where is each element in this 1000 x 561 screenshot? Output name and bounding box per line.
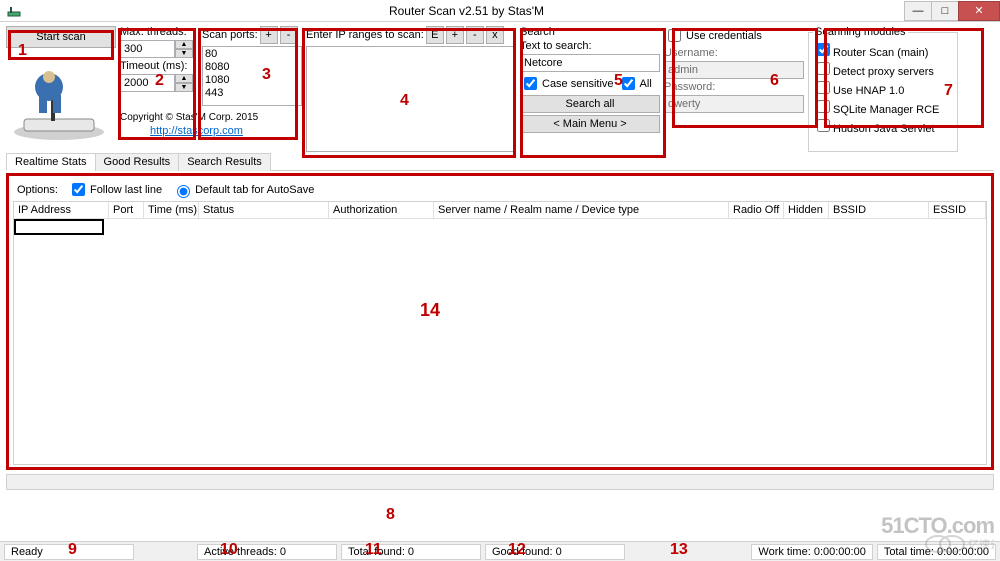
- progress-bar[interactable]: [6, 474, 994, 490]
- password-label: Password:: [664, 81, 804, 93]
- tab-search[interactable]: Search Results: [178, 153, 271, 171]
- col-auth[interactable]: Authorization: [329, 202, 434, 218]
- window-title: Router Scan v2.51 by Stas'M: [28, 4, 905, 18]
- copyright-text: Copyright © Stas'M Corp. 2015: [120, 112, 198, 123]
- col-essid[interactable]: ESSID: [929, 202, 986, 218]
- start-scan-button[interactable]: Start scan: [6, 26, 116, 48]
- search-input[interactable]: [520, 54, 660, 72]
- status-totaltime: Total time: 0:00:00:00: [877, 544, 996, 560]
- threads-up[interactable]: ▲: [175, 40, 193, 49]
- col-port[interactable]: Port: [109, 202, 144, 218]
- search-title: Search: [520, 26, 660, 38]
- tab-realtime[interactable]: Realtime Stats: [6, 153, 96, 171]
- module-router-scan[interactable]: Router Scan (main): [813, 40, 953, 59]
- status-bar: Ready Active threads: 0 Total found: 0 G…: [0, 541, 1000, 561]
- ip-add-button[interactable]: +: [446, 26, 464, 44]
- app-icon: [4, 1, 24, 21]
- status-worktime: Work time: 0:00:00:00: [751, 544, 872, 560]
- follow-last-line-checkbox[interactable]: Follow last line: [68, 180, 162, 199]
- username-input: [664, 61, 804, 79]
- col-status[interactable]: Status: [199, 202, 329, 218]
- timeout-input[interactable]: [120, 74, 175, 92]
- use-credentials-checkbox[interactable]: Use credentials: [664, 26, 804, 45]
- title-bar: Router Scan v2.51 by Stas'M — □ ✕: [0, 0, 1000, 22]
- max-threads-input[interactable]: [120, 40, 175, 58]
- scanning-modules-group: Scanning modules Router Scan (main) Dete…: [808, 26, 958, 152]
- module-hnap[interactable]: Use HNAP 1.0: [813, 78, 953, 97]
- grid-header: IP Address Port Time (ms) Status Authori…: [14, 202, 986, 219]
- router-image: [6, 52, 111, 142]
- threads-down[interactable]: ▼: [175, 49, 193, 58]
- status-threads: Active threads: 0: [197, 544, 337, 560]
- default-tab-autosave-radio[interactable]: Default tab for AutoSave: [172, 182, 314, 198]
- search-all-button[interactable]: Search all: [520, 95, 660, 113]
- col-server[interactable]: Server name / Realm name / Device type: [434, 202, 729, 218]
- module-hudson[interactable]: Hudson Java Servlet: [813, 116, 953, 135]
- module-detect-proxy[interactable]: Detect proxy servers: [813, 59, 953, 78]
- timeout-down[interactable]: ▼: [175, 83, 193, 92]
- col-radio[interactable]: Radio Off: [729, 202, 784, 218]
- ports-list[interactable]: 80 8080 1080 443: [202, 46, 302, 106]
- minimize-button[interactable]: —: [904, 1, 932, 21]
- username-label: Username:: [664, 47, 804, 59]
- watermark-51cto: 51CTO.com: [881, 513, 994, 539]
- status-ready: Ready: [4, 544, 134, 560]
- ip-remove-button[interactable]: -: [466, 26, 484, 44]
- ip-ranges-label: Enter IP ranges to scan:: [306, 29, 424, 41]
- max-threads-label: Max. threads:: [120, 26, 198, 38]
- grid-body[interactable]: [14, 219, 986, 464]
- scan-ports-label: Scan ports:: [202, 29, 258, 41]
- website-link[interactable]: http://stascorp.com: [150, 125, 198, 137]
- col-time[interactable]: Time (ms): [144, 202, 199, 218]
- tab-good[interactable]: Good Results: [95, 153, 180, 171]
- ip-e-button[interactable]: E: [426, 26, 444, 44]
- search-text-label: Text to search:: [520, 40, 660, 52]
- timeout-label: Timeout (ms):: [120, 60, 198, 72]
- result-tabs: Realtime Stats Good Results Search Resul…: [6, 152, 994, 171]
- results-grid[interactable]: IP Address Port Time (ms) Status Authori…: [13, 201, 987, 465]
- col-hidden[interactable]: Hidden: [784, 202, 829, 218]
- ip-clear-button[interactable]: x: [486, 26, 504, 44]
- password-input: [664, 95, 804, 113]
- scanning-modules-title: Scanning modules: [813, 26, 908, 38]
- grid-edit-cell[interactable]: [14, 219, 104, 235]
- status-total: Total found: 0: [341, 544, 481, 560]
- status-good: Good found: 0: [485, 544, 625, 560]
- options-label: Options:: [17, 184, 58, 196]
- main-menu-button[interactable]: < Main Menu >: [520, 115, 660, 133]
- col-bssid[interactable]: BSSID: [829, 202, 929, 218]
- col-ip[interactable]: IP Address: [14, 202, 109, 218]
- ip-ranges-list[interactable]: [306, 46, 516, 152]
- module-sqlite[interactable]: SQLite Manager RCE: [813, 97, 953, 116]
- case-sensitive-checkbox[interactable]: Case sensitive: [520, 74, 614, 93]
- search-all-checkbox[interactable]: All: [618, 74, 652, 93]
- maximize-button[interactable]: □: [931, 1, 959, 21]
- ports-remove-button[interactable]: -: [280, 26, 298, 44]
- close-button[interactable]: ✕: [958, 1, 1000, 21]
- timeout-up[interactable]: ▲: [175, 74, 193, 83]
- ports-add-button[interactable]: +: [260, 26, 278, 44]
